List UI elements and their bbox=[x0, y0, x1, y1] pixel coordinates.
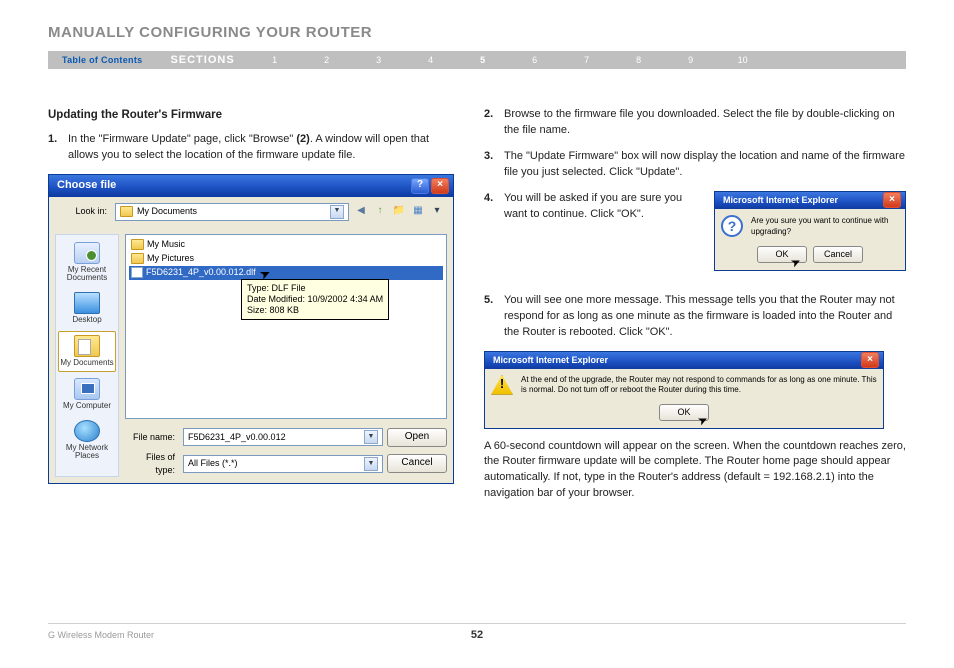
new-folder-icon[interactable]: 📁 bbox=[391, 204, 407, 220]
nav-9[interactable]: 9 bbox=[665, 55, 717, 65]
file-list[interactable]: My Music My Pictures F5D6231_4P_v0.00.01… bbox=[125, 234, 447, 419]
filetype-dropdown[interactable]: All Files (*.*)▼ bbox=[183, 455, 383, 473]
subheading: Updating the Router's Firmware bbox=[48, 107, 458, 124]
views-icon[interactable]: ▦ bbox=[410, 204, 426, 220]
step-4: 4. Microsoft Internet Explorer× ? Are yo… bbox=[484, 191, 906, 277]
help-button[interactable]: ? bbox=[411, 178, 429, 194]
dialog-toolbar: ◀ ↑ 📁 ▦ ▾ bbox=[353, 204, 445, 220]
file-icon bbox=[131, 267, 143, 278]
nav-4[interactable]: 4 bbox=[405, 55, 457, 65]
folder-icon bbox=[131, 253, 144, 264]
nav-7[interactable]: 7 bbox=[561, 55, 613, 65]
lookin-dropdown[interactable]: My Documents ▼ bbox=[115, 203, 349, 221]
dialog-title: Choose file bbox=[53, 178, 409, 194]
views-drop-icon[interactable]: ▾ bbox=[429, 204, 445, 220]
place-documents[interactable]: My Documents bbox=[58, 331, 116, 372]
ie-title: Microsoft Internet Explorer bbox=[489, 354, 859, 367]
choose-file-dialog: Choose file ? × Look in: My Documents ▼ … bbox=[48, 174, 454, 484]
nav-6[interactable]: 6 bbox=[509, 55, 561, 65]
ie-message: At the end of the upgrade, the Router ma… bbox=[521, 375, 877, 396]
folder-item[interactable]: My Pictures bbox=[129, 252, 443, 266]
question-icon: ? bbox=[721, 215, 743, 237]
close-button[interactable]: × bbox=[883, 192, 901, 208]
nav-2[interactable]: 2 bbox=[301, 55, 353, 65]
open-button[interactable]: Open bbox=[387, 428, 447, 447]
chevron-down-icon: ▼ bbox=[364, 430, 378, 444]
nav-5[interactable]: 5 bbox=[457, 55, 509, 65]
page-footer: G Wireless Modem Router 52 bbox=[48, 623, 906, 640]
filetype-label: Files of type: bbox=[125, 451, 179, 477]
ie-message: Are you sure you want to continue with u… bbox=[751, 215, 899, 238]
folder-item[interactable]: My Music bbox=[129, 238, 443, 252]
chevron-down-icon: ▼ bbox=[330, 205, 344, 219]
step-1-num: 1. bbox=[48, 132, 68, 164]
chevron-down-icon: ▼ bbox=[364, 457, 378, 471]
step-5: 5.You will see one more message. This me… bbox=[484, 293, 906, 341]
page-number: 52 bbox=[471, 629, 483, 641]
step-3: 3.The "Update Firmware" box will now dis… bbox=[484, 149, 906, 181]
ie-confirm-dialog: Microsoft Internet Explorer× ? Are you s… bbox=[714, 191, 906, 271]
footer-product: G Wireless Modem Router bbox=[48, 630, 154, 640]
back-icon[interactable]: ◀ bbox=[353, 204, 369, 220]
nav-3[interactable]: 3 bbox=[353, 55, 405, 65]
section-navbar: Table of Contents SECTIONS 1 2 3 4 5 6 7… bbox=[48, 51, 906, 69]
places-bar: My Recent Documents Desktop My Documents… bbox=[55, 234, 119, 477]
lookin-value: My Documents bbox=[137, 205, 197, 218]
place-computer[interactable]: My Computer bbox=[58, 375, 116, 414]
step-1: 1. In the "Firmware Update" page, click … bbox=[48, 132, 458, 164]
nav-8[interactable]: 8 bbox=[613, 55, 665, 65]
up-icon[interactable]: ↑ bbox=[372, 204, 388, 220]
lookin-label: Look in: bbox=[57, 205, 111, 218]
step-2: 2.Browse to the firmware file you downlo… bbox=[484, 107, 906, 139]
filename-input[interactable]: F5D6231_4P_v0.00.012▼ bbox=[183, 428, 383, 446]
file-item-selected[interactable]: F5D6231_4P_v0.00.012.dlf bbox=[129, 266, 443, 280]
dialog-titlebar: Choose file ? × bbox=[49, 175, 453, 197]
cancel-button[interactable]: Cancel bbox=[813, 246, 863, 263]
page-title: MANUALLY CONFIGURING YOUR ROUTER bbox=[48, 24, 906, 41]
place-desktop[interactable]: Desktop bbox=[58, 289, 116, 328]
step-1-text: In the "Firmware Update" page, click "Br… bbox=[68, 132, 458, 164]
countdown-paragraph: A 60-second countdown will appear on the… bbox=[484, 439, 906, 503]
cancel-button[interactable]: Cancel bbox=[387, 454, 447, 473]
nav-10[interactable]: 10 bbox=[717, 55, 769, 65]
folder-icon bbox=[131, 239, 144, 250]
warning-icon: ! bbox=[491, 375, 513, 395]
filename-label: File name: bbox=[125, 431, 179, 444]
file-tooltip: Type: DLF File Date Modified: 10/9/2002 … bbox=[241, 279, 389, 321]
place-recent[interactable]: My Recent Documents bbox=[58, 239, 116, 287]
nav-1[interactable]: 1 bbox=[249, 55, 301, 65]
sections-label: SECTIONS bbox=[156, 54, 248, 66]
close-button[interactable]: × bbox=[431, 178, 449, 194]
close-button[interactable]: × bbox=[861, 352, 879, 368]
place-network[interactable]: My Network Places bbox=[58, 417, 116, 465]
ie-warning-dialog: Microsoft Internet Explorer× ! At the en… bbox=[484, 351, 884, 429]
toc-link[interactable]: Table of Contents bbox=[48, 55, 156, 65]
folder-icon bbox=[120, 206, 133, 217]
ie-title: Microsoft Internet Explorer bbox=[719, 194, 881, 207]
